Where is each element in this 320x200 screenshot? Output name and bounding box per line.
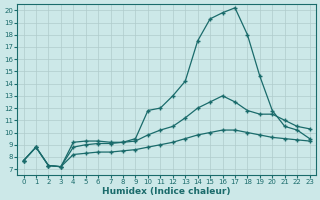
X-axis label: Humidex (Indice chaleur): Humidex (Indice chaleur) [102, 187, 231, 196]
